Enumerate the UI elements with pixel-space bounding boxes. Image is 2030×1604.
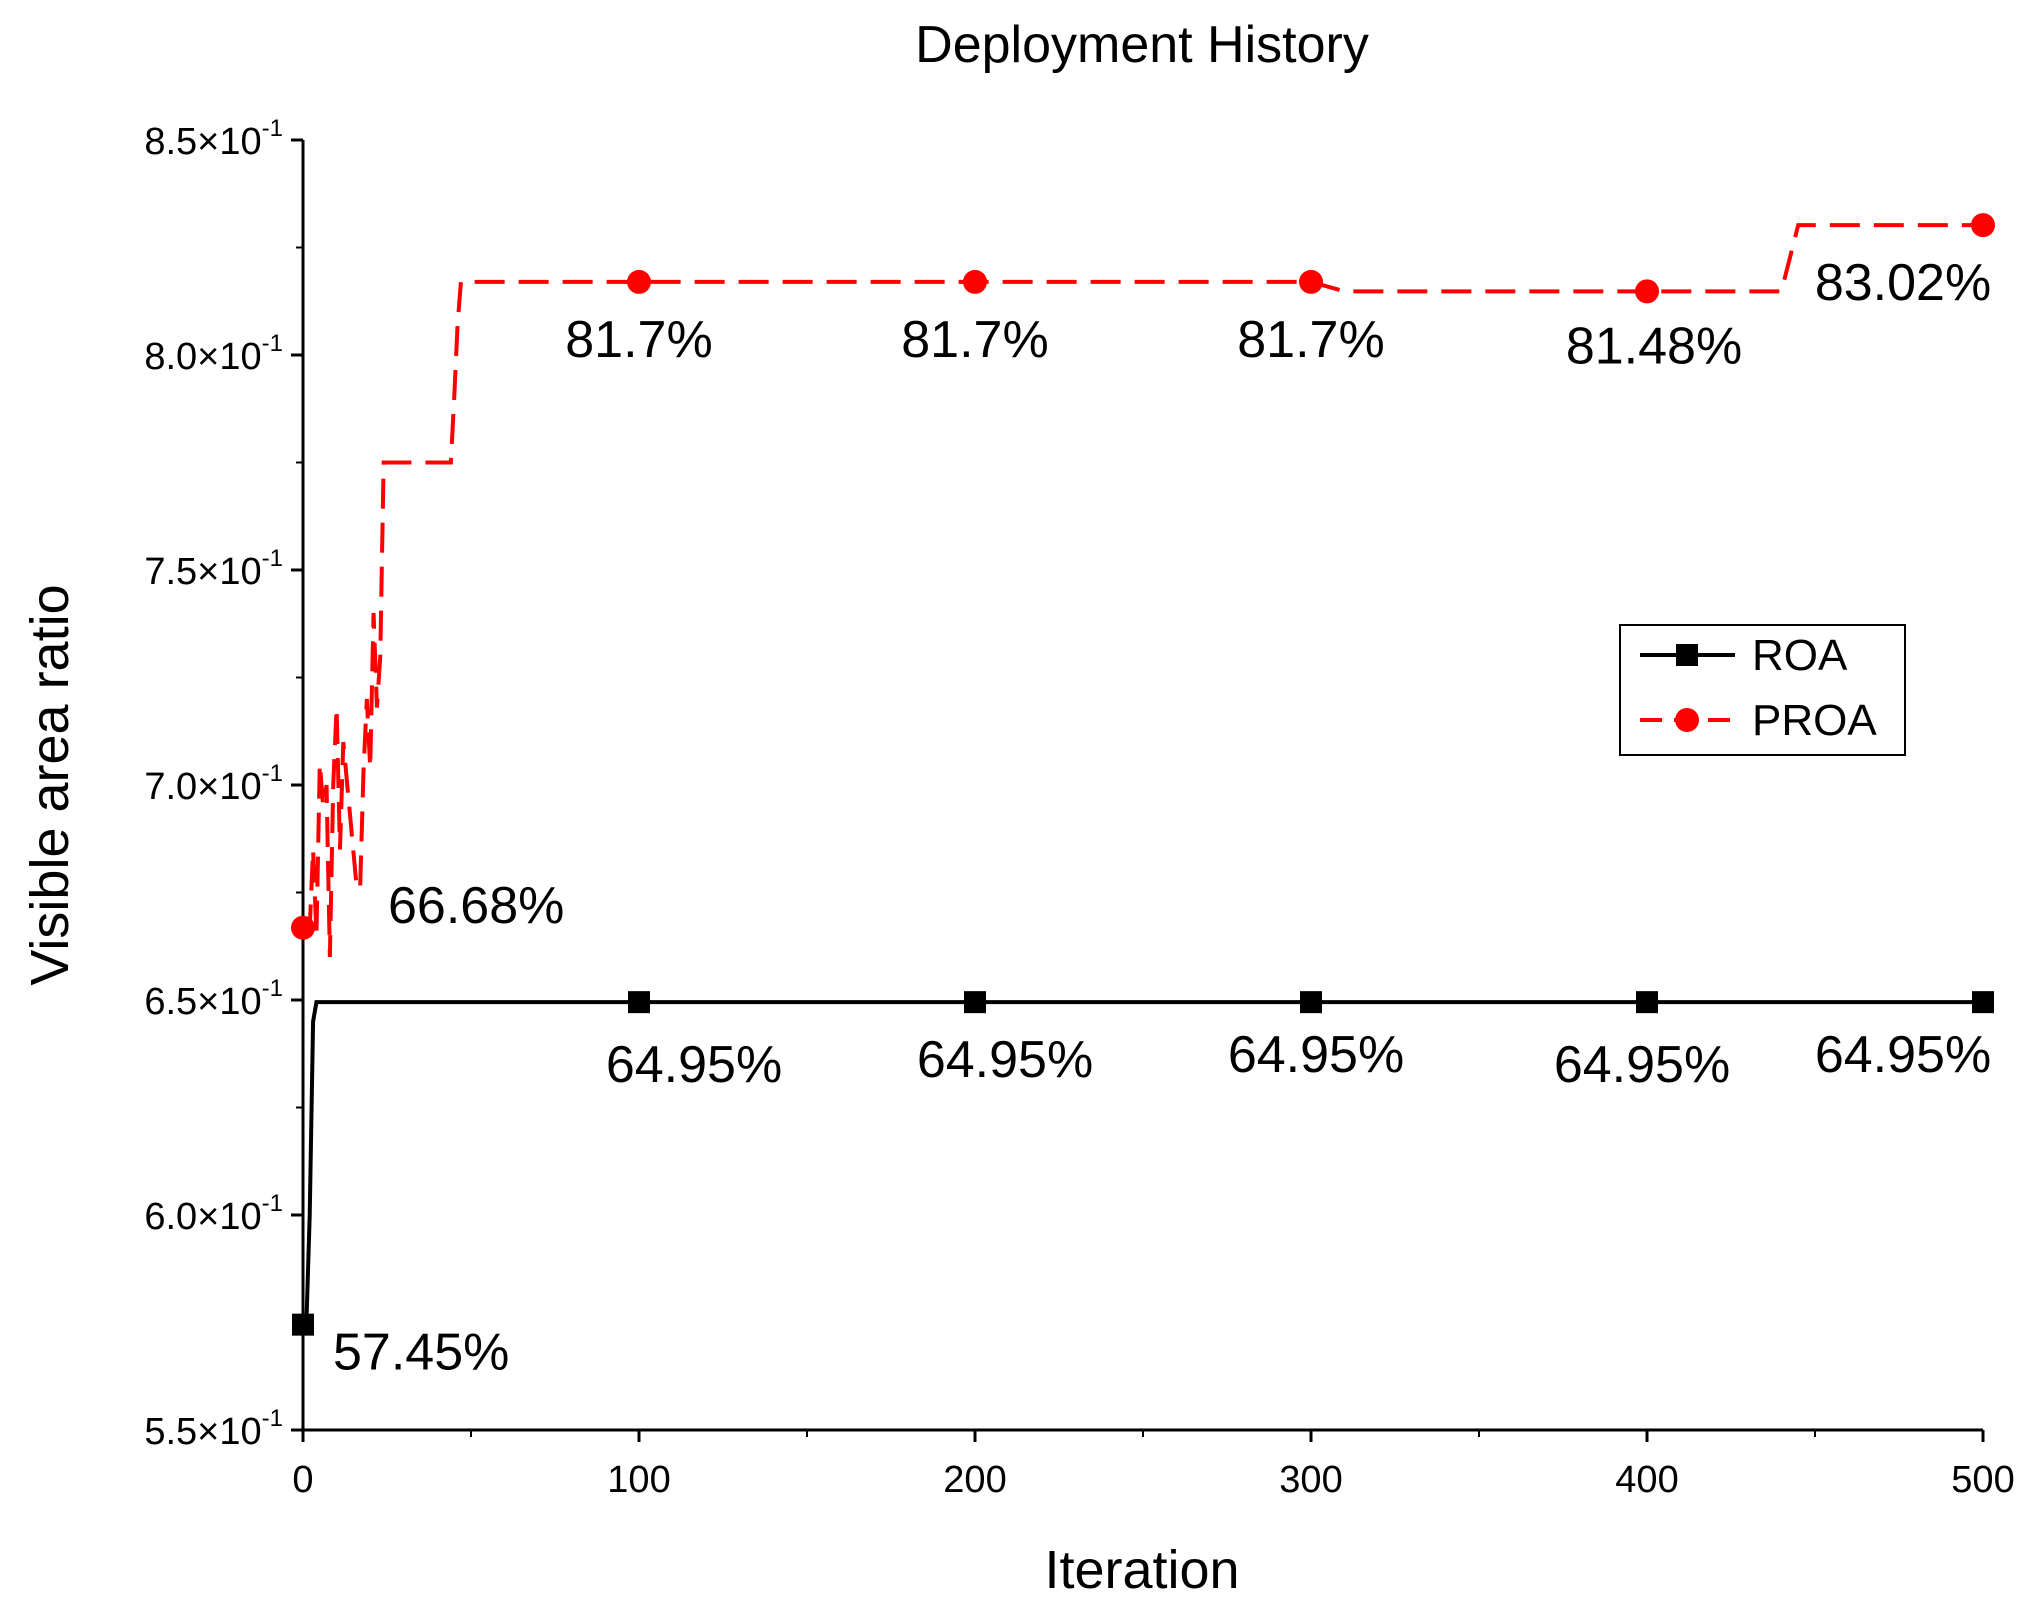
y-tick-label: 8.5×10-1 — [144, 115, 283, 163]
data-label-proa: 81.7% — [901, 311, 1048, 369]
y-axis-ticks: 5.5×10-16.0×10-16.5×10-17.0×10-17.5×10-1… — [144, 115, 303, 1453]
data-label-proa: 81.48% — [1566, 317, 1742, 375]
marker-proa — [1971, 213, 1995, 238]
data-label-proa: 81.7% — [565, 311, 712, 369]
data-label-proa: 81.7% — [1237, 311, 1384, 369]
y-tick-exponent: -1 — [262, 760, 283, 787]
x-axis-ticks: 0 100 200 300 400 500 — [292, 1430, 2015, 1501]
y-tick-label: 7.0×10-1 — [144, 760, 283, 808]
x-axis-title: Iteration — [1044, 1540, 1239, 1600]
data-label-roa: 64.95% — [1228, 1026, 1404, 1084]
x-tick-label: 500 — [1951, 1459, 2014, 1501]
marker-roa — [1636, 991, 1658, 1014]
x-tick-label: 0 — [292, 1459, 313, 1501]
x-tick-label: 200 — [943, 1459, 1006, 1501]
y-tick-exponent: -1 — [262, 115, 283, 142]
series-line-proa — [303, 223, 1983, 958]
data-label-roa: 64.95% — [1554, 1036, 1730, 1094]
y-tick-exponent: -1 — [262, 330, 283, 357]
legend-label-proa: PROA — [1752, 696, 1877, 745]
y-axis-title: Visible area ratio — [20, 584, 80, 985]
data-label-proa: 83.02% — [1815, 254, 1991, 312]
marker-proa — [291, 915, 315, 940]
data-label-proa: 66.68% — [388, 877, 564, 935]
marker-roa — [964, 991, 986, 1014]
legend-box — [1619, 624, 1906, 756]
y-tick-label: 6.5×10-1 — [144, 975, 283, 1023]
x-tick-label: 100 — [607, 1459, 670, 1501]
y-tick-exponent: -1 — [262, 1405, 283, 1432]
plot-area — [291, 213, 1995, 1336]
y-tick-exponent: -1 — [262, 545, 283, 572]
y-tick-mantissa: 6.5×10 — [144, 981, 261, 1023]
y-tick-mantissa: 7.5×10 — [144, 551, 261, 593]
x-tick-label: 400 — [1615, 1459, 1678, 1501]
legend: ROA PROA — [1619, 624, 1906, 756]
x-tick-label: 300 — [1279, 1459, 1342, 1501]
y-tick-mantissa: 6.0×10 — [144, 1196, 261, 1238]
data-label-roa: 57.45% — [333, 1324, 509, 1382]
y-tick-label: 7.5×10-1 — [144, 545, 283, 593]
marker-roa — [1972, 991, 1994, 1014]
y-tick-exponent: -1 — [262, 975, 283, 1002]
marker-proa — [963, 269, 987, 294]
legend-marker-proa — [1675, 708, 1699, 732]
y-tick-mantissa: 8.5×10 — [144, 121, 261, 163]
series-line-roa — [303, 1000, 1983, 1327]
data-labels: 57.45% 64.95% 64.95% 64.95% 64.95% 64.95% 66.6… — [333, 254, 1991, 1382]
marker-proa — [1299, 269, 1323, 294]
y-tick-mantissa: 8.0×10 — [144, 336, 261, 378]
legend-label-roa: ROA — [1752, 631, 1848, 680]
y-tick-mantissa: 5.5×10 — [144, 1411, 261, 1453]
data-label-roa: 64.95% — [1815, 1026, 1991, 1084]
marker-proa — [1635, 279, 1659, 304]
data-label-roa: 64.95% — [917, 1031, 1093, 1089]
data-label-roa: 64.95% — [606, 1036, 782, 1094]
marker-roa — [1300, 991, 1322, 1014]
y-tick-label: 5.5×10-1 — [144, 1405, 283, 1453]
legend-marker-roa — [1676, 644, 1698, 666]
marker-roa — [628, 991, 650, 1014]
chart-title: Deployment History — [915, 16, 1369, 74]
y-tick-exponent: -1 — [262, 1190, 283, 1217]
marker-proa — [627, 269, 651, 294]
y-tick-label: 6.0×10-1 — [144, 1190, 283, 1238]
y-tick-label: 8.0×10-1 — [144, 330, 283, 378]
marker-roa — [292, 1313, 314, 1336]
y-tick-mantissa: 7.0×10 — [144, 766, 261, 808]
